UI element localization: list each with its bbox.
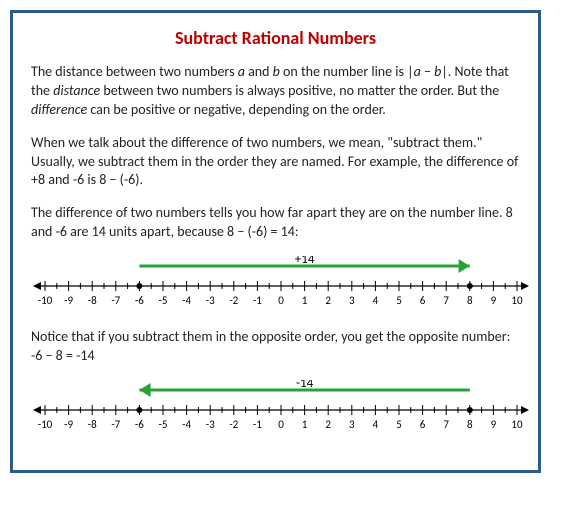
svg-text:-3: -3 xyxy=(206,294,215,307)
svg-text:-9: -9 xyxy=(64,418,73,431)
svg-text:2: 2 xyxy=(325,418,331,431)
svg-text:-4: -4 xyxy=(182,294,191,307)
paragraph-2: When we talk about the difference of two… xyxy=(31,134,520,191)
svg-text:3: 3 xyxy=(349,418,355,431)
svg-text:-1: -1 xyxy=(253,294,262,307)
svg-text:4: 4 xyxy=(373,418,379,431)
svg-text:10: 10 xyxy=(511,294,523,307)
numberline-2: -14-10-9-8-7-6-5-4-3-2-1012345678910 xyxy=(31,380,520,434)
svg-text:0: 0 xyxy=(278,294,284,307)
svg-text:3: 3 xyxy=(349,294,355,307)
document-frame: Subtract Rational Numbers The distance b… xyxy=(10,10,541,473)
svg-text:9: 9 xyxy=(491,294,497,307)
svg-text:1: 1 xyxy=(302,294,308,307)
svg-text:5: 5 xyxy=(396,418,402,431)
svg-text:7: 7 xyxy=(443,418,449,431)
svg-text:-6: -6 xyxy=(135,418,144,431)
svg-text:7: 7 xyxy=(443,294,449,307)
page-title: Subtract Rational Numbers xyxy=(31,27,520,49)
paragraph-4: Notice that if you subtract them in the … xyxy=(31,328,520,366)
svg-text:-8: -8 xyxy=(88,418,97,431)
numberline-1: +14-10-9-8-7-6-5-4-3-2-1012345678910 xyxy=(31,256,520,310)
svg-text:-7: -7 xyxy=(111,418,120,431)
svg-text:9: 9 xyxy=(491,418,497,431)
svg-text:-3: -3 xyxy=(206,418,215,431)
svg-text:8: 8 xyxy=(467,294,473,307)
svg-text:-14: -14 xyxy=(296,380,314,391)
svg-text:-1: -1 xyxy=(253,418,262,431)
svg-text:-7: -7 xyxy=(111,294,120,307)
paragraph-1: The distance between two numbers a and b… xyxy=(31,63,520,120)
svg-text:+14: +14 xyxy=(295,256,315,267)
svg-text:8: 8 xyxy=(467,418,473,431)
svg-text:1: 1 xyxy=(302,418,308,431)
svg-text:-5: -5 xyxy=(159,418,168,431)
svg-text:-9: -9 xyxy=(64,294,73,307)
svg-text:6: 6 xyxy=(420,418,426,431)
svg-text:5: 5 xyxy=(396,294,402,307)
svg-text:-2: -2 xyxy=(229,418,238,431)
svg-text:-4: -4 xyxy=(182,418,191,431)
svg-text:6: 6 xyxy=(420,294,426,307)
paragraph-3: The difference of two numbers tells you … xyxy=(31,204,520,242)
svg-text:-10: -10 xyxy=(38,418,53,431)
svg-text:10: 10 xyxy=(511,418,523,431)
svg-text:-5: -5 xyxy=(159,294,168,307)
svg-text:-8: -8 xyxy=(88,294,97,307)
svg-text:-10: -10 xyxy=(38,294,53,307)
svg-text:-6: -6 xyxy=(135,294,144,307)
svg-text:0: 0 xyxy=(278,418,284,431)
svg-text:-2: -2 xyxy=(229,294,238,307)
svg-text:2: 2 xyxy=(325,294,331,307)
svg-text:4: 4 xyxy=(373,294,379,307)
